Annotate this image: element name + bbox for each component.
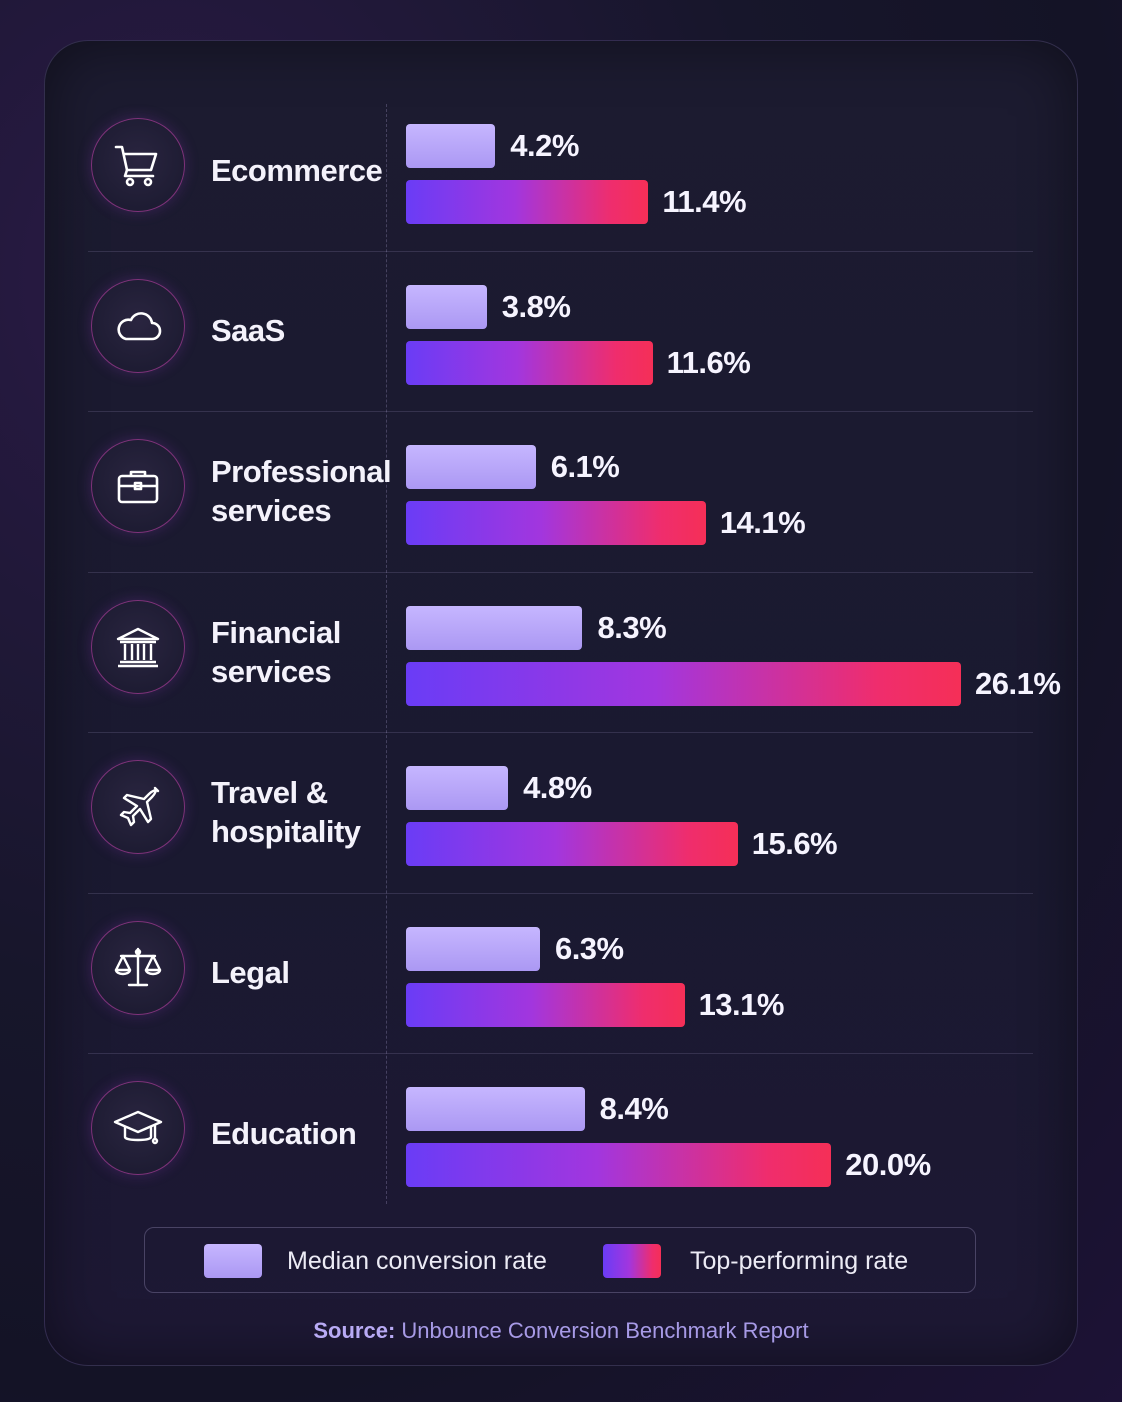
top-performing-value-label: 11.6%: [666, 344, 751, 380]
median-bar: [406, 124, 496, 168]
top-performing-value-label: 11.4%: [662, 184, 747, 219]
category-label: Legal: [211, 953, 381, 992]
graduation-cap-icon: [91, 1081, 185, 1175]
median-value-label: 6.1%: [550, 449, 620, 484]
top-performing-bar: [406, 501, 706, 545]
legend: Median conversion rate Top-performing ra…: [144, 1227, 976, 1293]
median-value-label: 8.4%: [599, 1091, 669, 1126]
row-separator: [88, 1053, 1033, 1054]
median-bar: [406, 605, 583, 650]
median-bar: [406, 284, 487, 329]
top-performing-value-label: 20.0%: [845, 1147, 931, 1182]
row-separator: [88, 250, 1033, 252]
top-performing-bar: [406, 340, 653, 385]
category-label-line: Legal: [211, 955, 290, 990]
row-separator: [88, 571, 1033, 573]
category-label: SaaS: [211, 311, 381, 350]
row-separator: [88, 411, 1033, 412]
top-performing-bar: [406, 661, 961, 706]
median-bar: [406, 926, 540, 971]
legend-swatch-top: [603, 1244, 661, 1278]
cloud-icon: [91, 278, 185, 373]
source-text: Unbounce Conversion Benchmark Report: [401, 1318, 809, 1343]
legend-swatch-median: [204, 1244, 262, 1278]
category-label-line: hospitality: [211, 814, 361, 849]
category-label: Ecommerce: [211, 151, 383, 190]
label-column-divider: [386, 104, 387, 1204]
top-performing-bar: [406, 822, 738, 866]
legend-label-median: Median conversion rate: [287, 1247, 547, 1275]
median-value-label: 4.2%: [510, 128, 579, 163]
top-performing-value-label: 15.6%: [751, 826, 838, 861]
median-value-label: 3.8%: [501, 288, 571, 324]
category-label: Financial services: [211, 613, 381, 691]
category-label-line: Ecommerce: [211, 152, 383, 188]
source-note: Source: Unbounce Conversion Benchmark Re…: [0, 1318, 1122, 1344]
category-label-line: Education: [211, 1115, 357, 1151]
legend-label-top: Top-performing rate: [690, 1247, 909, 1275]
top-performing-bar: [406, 982, 685, 1027]
category-label-line: services: [211, 653, 332, 689]
category-label: Travel & hospitality: [211, 773, 381, 851]
median-value-label: 8.3%: [597, 609, 667, 645]
median-value-label: 6.3%: [554, 930, 624, 966]
category-label-line: Financial: [211, 614, 341, 650]
top-performing-bar: [406, 1143, 832, 1187]
category-label: Professional services: [211, 452, 392, 530]
median-value-label: 4.8%: [523, 770, 592, 805]
bank-icon: [91, 599, 185, 694]
category-label-line: services: [211, 493, 332, 528]
top-performing-value-label: 14.1%: [719, 505, 806, 540]
briefcase-icon: [91, 439, 185, 533]
source-label: Source:: [313, 1318, 396, 1343]
shopping-cart-icon: [91, 118, 185, 212]
category-label-line: Travel &: [211, 775, 328, 810]
top-performing-bar: [406, 180, 649, 224]
top-performing-value-label: 26.1%: [975, 665, 1061, 701]
median-bar: [406, 766, 509, 810]
top-performing-value-label: 13.1%: [698, 986, 785, 1022]
median-bar: [406, 445, 536, 489]
median-bar: [406, 1087, 585, 1131]
category-label-line: SaaS: [211, 313, 285, 348]
scales-icon: [91, 920, 185, 1015]
row-separator: [88, 732, 1033, 733]
row-separator: [88, 892, 1033, 894]
category-label-line: Professional: [211, 454, 392, 489]
airplane-icon: [91, 760, 185, 854]
category-label: Education: [211, 1114, 381, 1153]
